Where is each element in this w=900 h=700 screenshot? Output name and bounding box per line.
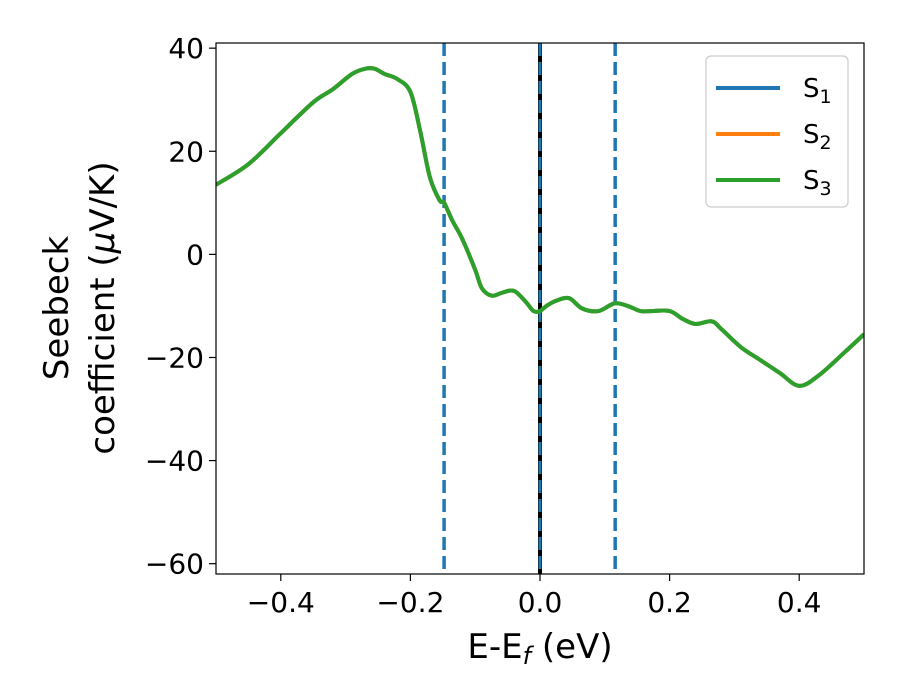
y-axis-label-line1: Seebeck [37,236,77,381]
x-tick-label: −0.4 [247,586,315,619]
y-tick-label: 0 [186,238,204,271]
legend-box [705,55,849,208]
x-tick-label: 0.0 [518,586,563,619]
y-tick-label: 40 [168,32,204,65]
x-tick-label: 0.2 [647,586,692,619]
y-tick-label: −60 [145,548,204,581]
x-tick-label: −0.2 [376,586,444,619]
y-tick-label: −20 [145,341,204,374]
y-axis: −60 −40 −20 0 20 40 [145,32,216,581]
legend-label-s3: S3 [803,166,832,200]
x-tick-label: 0.4 [777,586,822,619]
legend-label-s1: S1 [803,74,832,108]
plot-area [215,42,865,575]
legend: S1 S2 S3 [705,55,849,208]
series-line-s3 [216,66,864,388]
legend-label-s2: S2 [803,120,832,154]
y-tick-label: −40 [145,445,204,478]
x-axis: −0.4 −0.2 0.0 0.2 0.4 [247,574,822,619]
y-axis-label-line2: coefficient (μV/K) [83,161,123,454]
y-tick-label: 20 [168,135,204,168]
x-axis-label: E-Ef (eV) [467,627,612,670]
